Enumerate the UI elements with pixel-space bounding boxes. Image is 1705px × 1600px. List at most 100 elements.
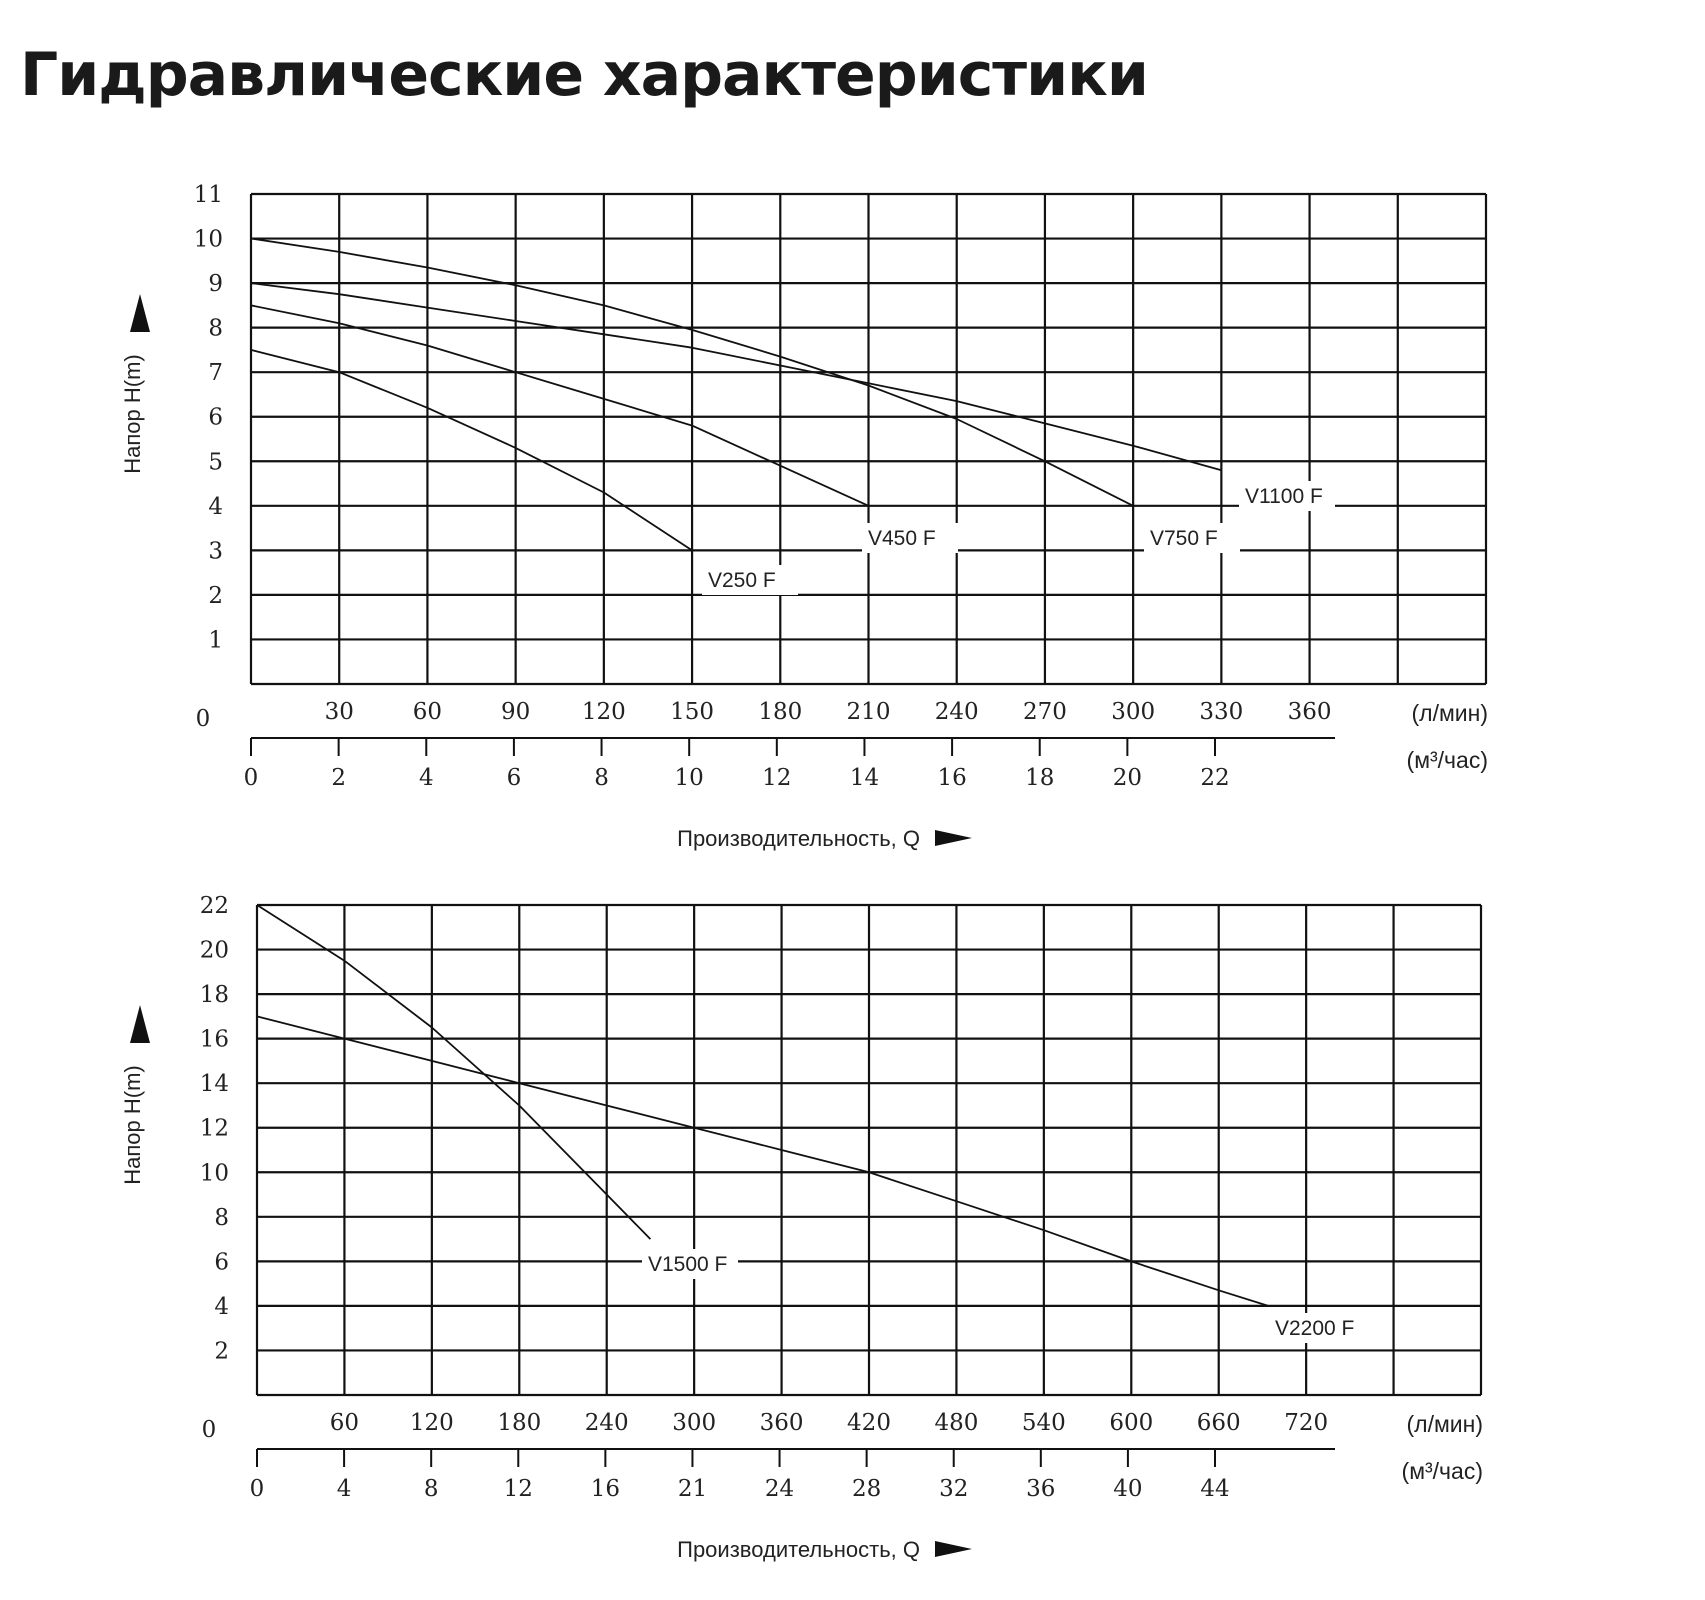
series-label-bg bbox=[1269, 1313, 1365, 1343]
y-tick-label: 11 bbox=[194, 182, 223, 208]
x-axis-arrow-icon bbox=[935, 830, 972, 846]
x-axis-arrow-icon bbox=[935, 1541, 972, 1557]
x-tick-label-secondary: 44 bbox=[1200, 1476, 1229, 1502]
x-tick-label-secondary: 40 bbox=[1113, 1476, 1142, 1502]
x-tick-label-primary: 240 bbox=[585, 1410, 629, 1436]
series-label: V1500 F bbox=[648, 1253, 727, 1276]
x-tick-label-secondary: 4 bbox=[337, 1476, 352, 1502]
x-tick-label-secondary: 10 bbox=[675, 765, 704, 791]
x-tick-label-secondary: 12 bbox=[762, 765, 791, 791]
x-tick-label-secondary: 16 bbox=[591, 1476, 620, 1502]
x-tick-label-secondary: 8 bbox=[424, 1476, 439, 1502]
series-label-bg bbox=[642, 1249, 738, 1279]
y-tick-label: 18 bbox=[200, 982, 229, 1008]
y-axis-label: Напор H(m) bbox=[120, 354, 145, 474]
y-tick-label: 6 bbox=[214, 1249, 229, 1275]
x-tick-label-primary: 180 bbox=[497, 1410, 541, 1436]
x-tick-label-primary: 480 bbox=[934, 1410, 978, 1436]
x-tick-label-secondary: 22 bbox=[1200, 765, 1229, 791]
series-label-bg bbox=[702, 565, 798, 595]
x-tick-label-primary: 330 bbox=[1199, 699, 1243, 725]
x-axis-label: Производительность, Q bbox=[677, 826, 920, 851]
y-tick-label: 20 bbox=[200, 938, 229, 964]
grid bbox=[249, 192, 1488, 686]
x-tick-label-primary: 210 bbox=[847, 699, 891, 725]
series-line-v250-f bbox=[250, 349, 693, 552]
y-tick-label: 2 bbox=[208, 583, 223, 609]
x-tick-label-primary: 360 bbox=[1288, 699, 1332, 725]
y-tick-label: 5 bbox=[208, 449, 223, 475]
x-tick-label-secondary: 21 bbox=[678, 1476, 707, 1502]
y-tick-label: 6 bbox=[208, 405, 223, 431]
x-tick-label-secondary: 36 bbox=[1026, 1476, 1055, 1502]
page-title: Гидравлические характеристики bbox=[20, 40, 1149, 110]
x-tick-label-secondary: 20 bbox=[1113, 765, 1142, 791]
x-tick-label-secondary: 4 bbox=[419, 765, 434, 791]
series-line-v2200-f bbox=[256, 1015, 1269, 1307]
x-unit-secondary: (м³/час) bbox=[1402, 1458, 1483, 1484]
x-tick-label-secondary: 24 bbox=[765, 1476, 794, 1502]
x-tick-label-primary: 660 bbox=[1197, 1410, 1241, 1436]
y-axis-arrow-icon bbox=[130, 294, 150, 332]
x-tick-label-secondary: 18 bbox=[1025, 765, 1054, 791]
y-tick-label: 9 bbox=[208, 271, 223, 297]
x-tick-label-primary: 240 bbox=[935, 699, 979, 725]
series-label: V2200 F bbox=[1275, 1317, 1354, 1340]
x-tick-label-primary: 180 bbox=[758, 699, 802, 725]
x-tick-label-secondary: 8 bbox=[594, 765, 609, 791]
x-tick-label-primary: 120 bbox=[410, 1410, 454, 1436]
y-axis-label: Напор H(m) bbox=[120, 1065, 145, 1185]
y-tick-label: 22 bbox=[200, 893, 229, 919]
x-tick-label-secondary: 32 bbox=[939, 1476, 968, 1502]
series-label: V1100 F bbox=[1245, 485, 1323, 508]
y-tick-label: 3 bbox=[208, 538, 223, 564]
series-label-bg bbox=[1144, 523, 1240, 553]
x-tick-label-primary: 120 bbox=[582, 699, 626, 725]
x-tick-label-secondary: 16 bbox=[937, 765, 966, 791]
x-tick-label-primary: 150 bbox=[670, 699, 714, 725]
x-unit-primary: (л/мин) bbox=[1407, 1411, 1484, 1437]
series-label: V250 F bbox=[708, 569, 776, 592]
series-label-bg bbox=[862, 523, 958, 553]
x-tick-label-secondary: 0 bbox=[250, 1476, 265, 1502]
x-tick-label-primary: 300 bbox=[672, 1410, 716, 1436]
y-axis-arrow-icon bbox=[130, 1005, 150, 1043]
y-tick-label: 4 bbox=[214, 1294, 229, 1320]
x-tick-label-secondary: 12 bbox=[504, 1476, 533, 1502]
x-tick-label-primary: 540 bbox=[1022, 1410, 1066, 1436]
x-tick-label-primary: 30 bbox=[325, 699, 354, 725]
x-tick-label-primary: 270 bbox=[1023, 699, 1067, 725]
x-tick-label-secondary: 14 bbox=[850, 765, 879, 791]
y-tick-label: 4 bbox=[208, 494, 223, 520]
x-tick-label-secondary: 6 bbox=[507, 765, 522, 791]
x-unit-secondary: (м³/час) bbox=[1407, 747, 1488, 773]
x-tick-label-primary: 300 bbox=[1111, 699, 1155, 725]
y-tick-label: 16 bbox=[200, 1027, 229, 1053]
series-line-v450-f bbox=[250, 304, 869, 507]
y-tick-label: 14 bbox=[200, 1071, 229, 1097]
x-tick-label-primary: 360 bbox=[760, 1410, 804, 1436]
y-tick-label: 10 bbox=[200, 1160, 229, 1186]
x-tick-label-primary: 420 bbox=[847, 1410, 891, 1436]
series-label: V750 F bbox=[1150, 527, 1218, 550]
origin-label: 0 bbox=[196, 706, 211, 732]
series-line-v1100-f bbox=[250, 282, 1222, 472]
origin-label: 0 bbox=[202, 1417, 217, 1443]
y-tick-label: 2 bbox=[214, 1338, 229, 1364]
y-tick-label: 10 bbox=[194, 227, 223, 253]
y-tick-label: 8 bbox=[208, 316, 223, 342]
series-line-v1500-f bbox=[256, 904, 652, 1240]
x-tick-label-secondary: 2 bbox=[331, 765, 346, 791]
series-label-bg bbox=[1239, 481, 1335, 511]
x-tick-label-secondary: 28 bbox=[852, 1476, 881, 1502]
x-axis-label: Производительность, Q bbox=[677, 1537, 920, 1562]
series-line-v750-f bbox=[250, 237, 1134, 507]
series-label: V450 F bbox=[868, 527, 936, 550]
x-tick-label-primary: 60 bbox=[413, 699, 442, 725]
y-tick-label: 8 bbox=[214, 1205, 229, 1231]
x-unit-primary: (л/мин) bbox=[1412, 700, 1489, 726]
y-tick-label: 12 bbox=[200, 1116, 229, 1142]
x-tick-label-primary: 720 bbox=[1284, 1410, 1328, 1436]
x-tick-label-primary: 90 bbox=[501, 699, 530, 725]
